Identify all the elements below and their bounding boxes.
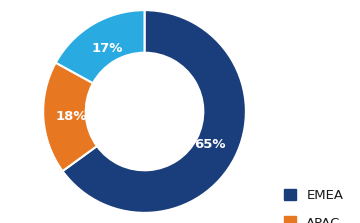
Wedge shape <box>43 63 97 171</box>
Wedge shape <box>63 10 246 213</box>
Text: 65%: 65% <box>194 138 225 151</box>
Text: 18%: 18% <box>56 109 87 123</box>
Text: 17%: 17% <box>92 42 123 55</box>
Wedge shape <box>56 10 144 83</box>
Legend: EMEA, APAC, Americas: EMEA, APAC, Americas <box>284 189 360 223</box>
